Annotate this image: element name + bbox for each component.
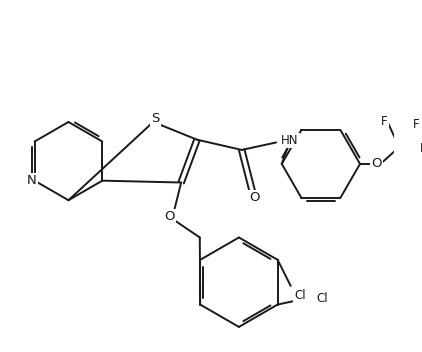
- Text: Cl: Cl: [317, 293, 328, 306]
- Text: F: F: [381, 114, 387, 127]
- Text: O: O: [371, 157, 382, 170]
- Text: O: O: [164, 210, 174, 224]
- Text: S: S: [151, 112, 159, 125]
- Text: HN: HN: [281, 134, 298, 147]
- Text: F: F: [420, 143, 422, 156]
- Text: Cl: Cl: [295, 289, 306, 302]
- Text: F: F: [413, 118, 419, 131]
- Text: N: N: [27, 174, 37, 187]
- Text: O: O: [249, 191, 260, 204]
